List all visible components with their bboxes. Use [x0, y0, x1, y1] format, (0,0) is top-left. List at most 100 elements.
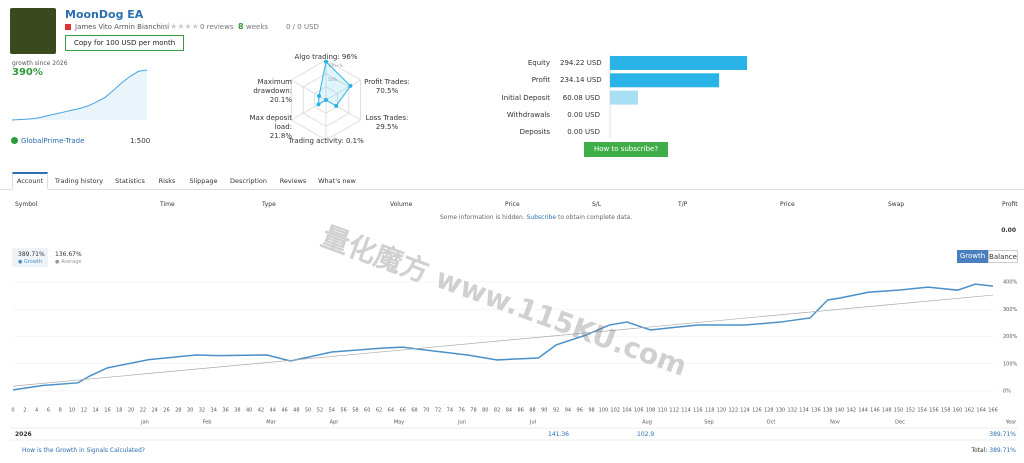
radar-spoke — [291, 99, 327, 121]
x-tick-label: 86 — [518, 408, 524, 414]
month-label: Aug — [642, 420, 652, 426]
x-tick-label: 98 — [588, 408, 594, 414]
month-label: Feb — [203, 420, 212, 426]
x-tick-label: 138 — [823, 408, 833, 414]
x-tick-label: 108 — [646, 408, 656, 414]
x-tick-label: 80 — [482, 408, 488, 414]
bar-label: Withdrawals — [506, 110, 550, 119]
avatar — [10, 8, 56, 54]
tab[interactable]: Trading history — [54, 177, 104, 185]
bar-value: 294.22 USD — [560, 59, 602, 67]
subscribe-button[interactable]: How to subscribe? — [584, 142, 668, 157]
radar-point — [348, 83, 353, 88]
x-tick-label: 30 — [187, 408, 193, 414]
author[interactable]: James Vito Armin Bianchini — [75, 23, 170, 31]
x-tick-label: 112 — [669, 408, 679, 414]
x-tick-label: 116 — [693, 408, 703, 414]
bar — [610, 90, 638, 105]
x-tick-label: 28 — [175, 408, 181, 414]
x-tick-label: 164 — [976, 408, 986, 414]
x-tick-label: 132 — [788, 408, 798, 414]
tab[interactable]: Reviews — [279, 177, 307, 185]
x-tick-label: 130 — [776, 408, 786, 414]
title[interactable]: MoonDog EA — [65, 8, 144, 21]
average-name-text: Average — [60, 259, 82, 265]
profit-total: 0.00 — [1001, 227, 1016, 234]
x-tick-label: 22 — [140, 408, 146, 414]
radar-label: Trading activity: 0.1% — [288, 137, 364, 145]
x-tick-label: 142 — [847, 408, 857, 414]
x-tick-label: 124 — [740, 408, 750, 414]
radar-point — [334, 103, 339, 108]
tab[interactable]: Risks — [158, 177, 176, 185]
x-tick-label: 4 — [35, 408, 38, 414]
tab[interactable]: Account — [12, 172, 48, 190]
x-tick-label: 88 — [529, 408, 535, 414]
x-tick-label: 96 — [577, 408, 583, 414]
x-tick-label: 74 — [447, 408, 453, 414]
radar-label: Loss Trades: 29.5% — [365, 114, 409, 131]
y-tick-label: 200% — [1003, 334, 1018, 340]
x-tick-label: 148 — [882, 408, 892, 414]
subscribers: 0 / 0 USD — [286, 23, 319, 31]
radar-ring — [302, 73, 350, 127]
copy-button[interactable]: Copy for 100 USD per month — [65, 35, 185, 51]
x-tick-label: 26 — [163, 408, 169, 414]
notice: Some information is hidden. Subscribe to… — [440, 214, 632, 221]
column-header: Swap — [888, 201, 905, 208]
growth-button[interactable]: Growth — [957, 250, 988, 263]
tab[interactable]: What's new — [318, 177, 356, 185]
bar-label: Equity — [527, 59, 550, 67]
x-tick-label: 20 — [128, 408, 134, 414]
x-tick-label: 70 — [423, 408, 429, 414]
radar-spoke — [291, 79, 327, 101]
flag — [65, 24, 71, 30]
reviews[interactable]: 0 reviews — [200, 23, 234, 31]
total-label: Total: — [971, 447, 988, 454]
x-tick-label: 136 — [811, 408, 821, 414]
balance-button[interactable]: Balance — [988, 250, 1018, 263]
x-tick-label: 62 — [376, 408, 382, 414]
weeks-count: 8 — [238, 22, 244, 31]
month-label: Apr — [330, 420, 340, 426]
month-label: Jun — [457, 420, 466, 426]
tabs-line — [0, 189, 1024, 190]
radar-label: Algo trading: 96% — [294, 53, 358, 61]
check-icon — [11, 137, 18, 144]
x-tick-label: 14 — [92, 408, 98, 414]
tab[interactable]: Statistics — [115, 177, 145, 185]
x-tick-label: 66 — [399, 408, 405, 414]
bar-label: Profit — [531, 76, 550, 85]
x-tick-label: 10 — [69, 408, 75, 414]
monthly-jul: 141.36 — [548, 431, 569, 438]
bar-label: Initial Deposit — [501, 93, 550, 102]
help-link[interactable]: How is the Growth in Signals Calculated? — [22, 447, 145, 454]
month-label: Nov — [830, 420, 840, 426]
year: 2026 — [15, 431, 32, 438]
x-tick-label: 104 — [622, 408, 632, 414]
month-label: Year — [1005, 420, 1018, 426]
x-tick-label: 152 — [906, 408, 916, 414]
bar-label: Deposits — [519, 128, 550, 137]
stars: ★★★★★ — [163, 22, 199, 31]
bar-value: 234.14 USD — [560, 76, 602, 85]
bar-value: 0.00 USD — [567, 110, 600, 119]
column-header: Price — [780, 201, 795, 208]
x-tick-label: 40 — [246, 408, 252, 414]
broker[interactable]: GlobalPrime-Trade — [21, 137, 85, 145]
tab[interactable]: Description — [229, 177, 268, 185]
subscribe-link[interactable]: Subscribe — [526, 214, 557, 221]
x-tick-label: 2 — [23, 408, 26, 414]
column-header: Price — [505, 201, 520, 208]
x-tick-label: 166 — [988, 408, 998, 414]
x-tick-label: 106 — [634, 408, 644, 414]
x-tick-label: 50 — [305, 408, 311, 414]
y-tick-label: 300% — [1003, 307, 1018, 313]
y-tick-label: 0% — [1003, 389, 1011, 395]
growth-label: growth since 2026 — [12, 60, 68, 67]
tab[interactable]: Slippage — [189, 177, 218, 185]
x-tick-label: 122 — [728, 408, 738, 414]
x-tick-label: 12 — [81, 408, 87, 414]
x-tick-label: 94 — [565, 408, 571, 414]
